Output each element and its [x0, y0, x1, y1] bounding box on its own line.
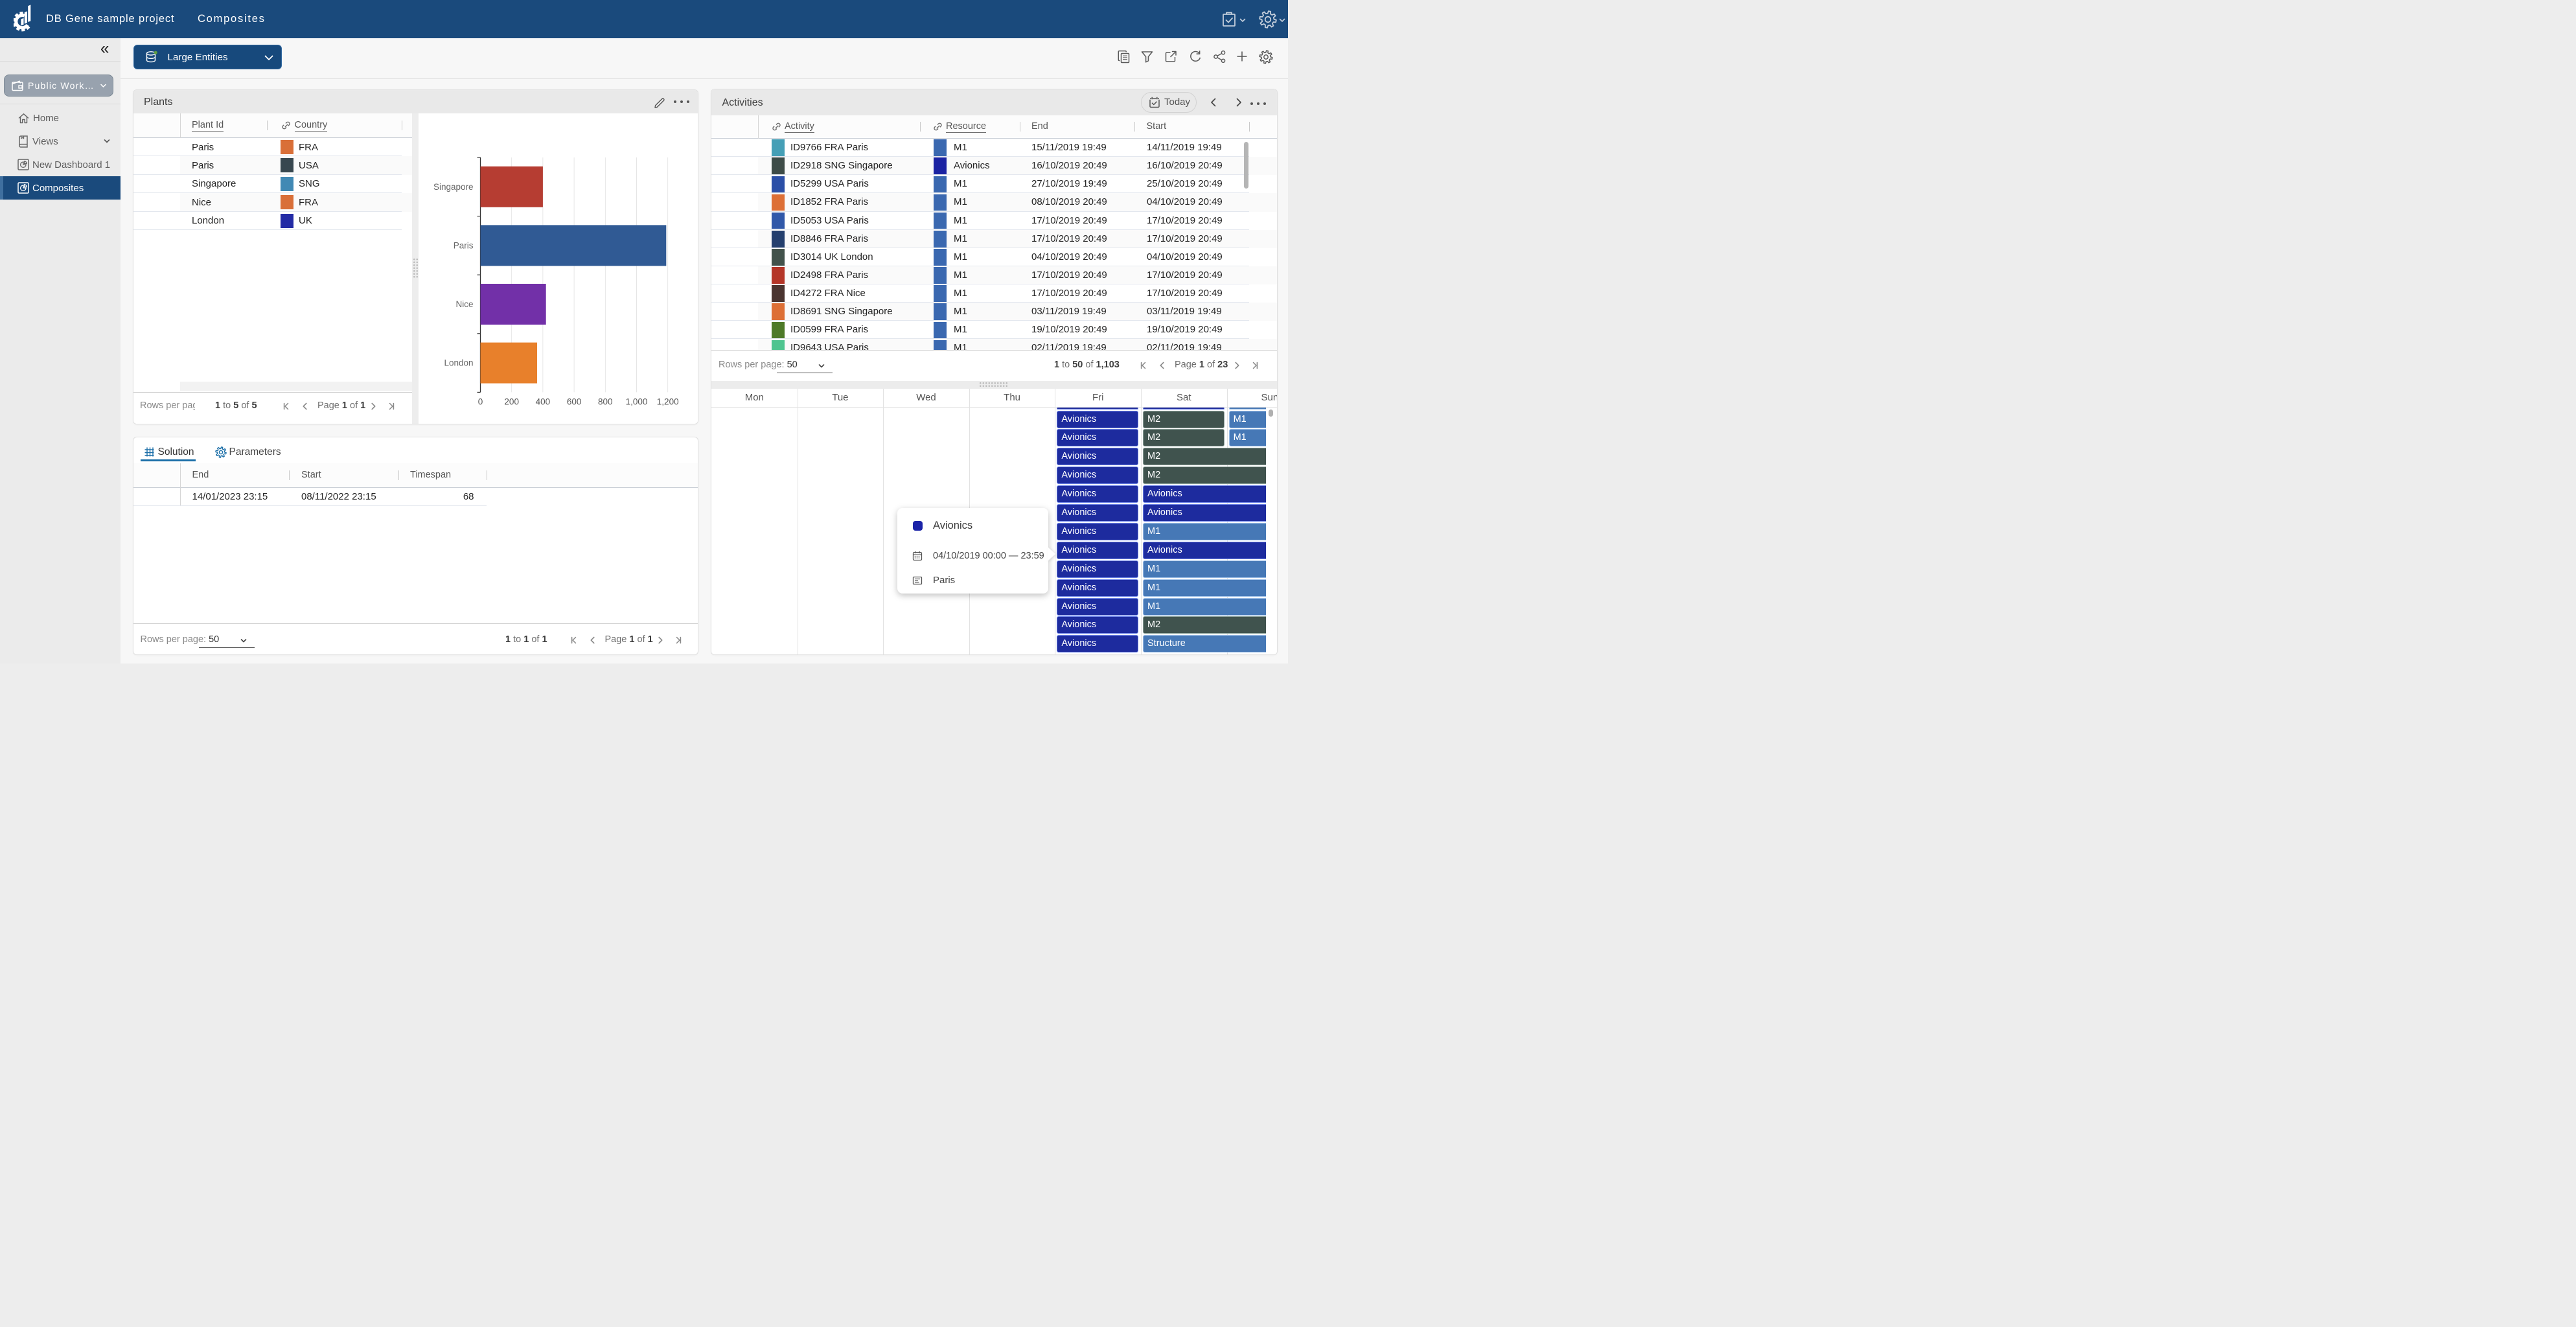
svg-text:Paris: Paris — [453, 240, 473, 250]
svg-text:Singapore: Singapore — [433, 182, 473, 192]
svg-text:1,000: 1,000 — [625, 397, 647, 406]
svg-text:0: 0 — [477, 397, 483, 406]
svg-text:London: London — [444, 358, 473, 368]
svg-text:1,200: 1,200 — [656, 397, 678, 406]
svg-text:400: 400 — [535, 397, 550, 406]
svg-text:200: 200 — [504, 397, 519, 406]
svg-text:800: 800 — [598, 397, 613, 406]
svg-text:600: 600 — [566, 397, 581, 406]
svg-text:Nice: Nice — [455, 299, 473, 309]
